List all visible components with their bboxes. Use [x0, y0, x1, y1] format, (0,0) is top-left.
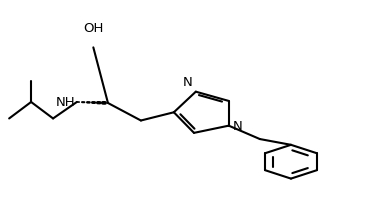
- Text: N: N: [182, 76, 192, 89]
- Text: OH: OH: [83, 22, 104, 35]
- Text: N: N: [232, 120, 242, 133]
- Text: NH: NH: [55, 96, 75, 110]
